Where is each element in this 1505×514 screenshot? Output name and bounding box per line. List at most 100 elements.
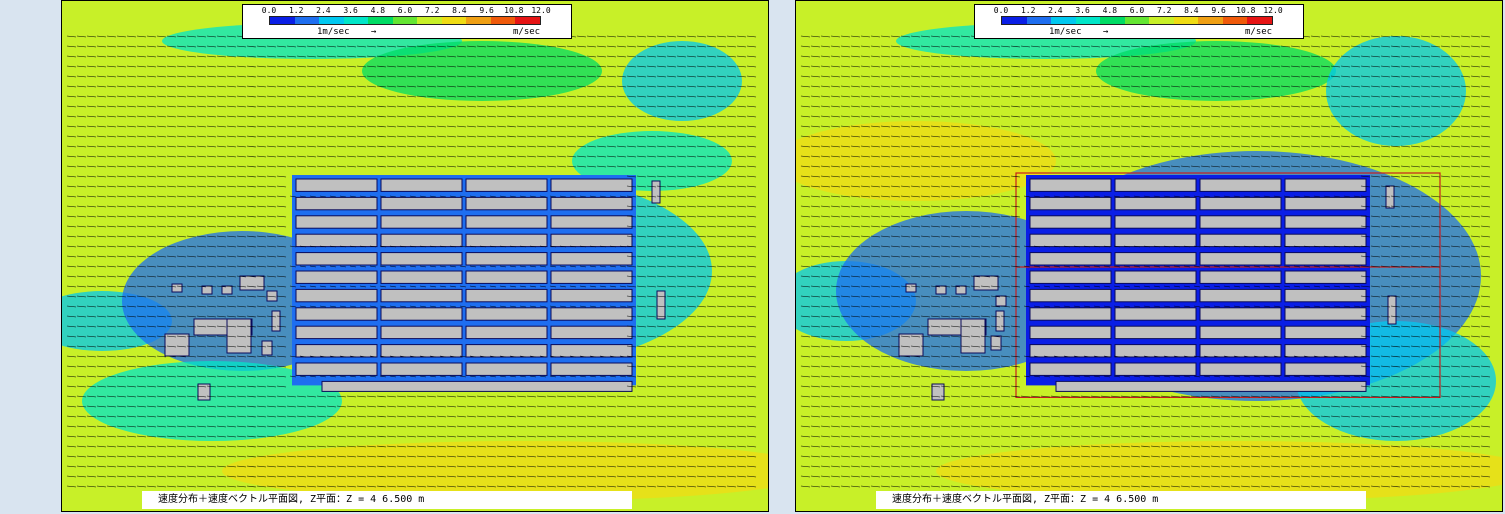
velocity-vector xyxy=(940,95,951,98)
velocity-vector xyxy=(990,195,1001,198)
velocity-vector xyxy=(276,375,287,378)
velocity-vector xyxy=(166,85,177,88)
velocity-vector xyxy=(156,145,167,148)
velocity-vector xyxy=(1400,275,1411,278)
velocity-vector xyxy=(820,225,831,228)
velocity-vector xyxy=(820,375,831,378)
velocity-vector xyxy=(636,265,647,268)
velocity-vector xyxy=(476,465,487,468)
velocity-vector xyxy=(1230,115,1241,118)
velocity-vector xyxy=(666,445,677,448)
velocity-vector xyxy=(256,405,267,408)
velocity-vector xyxy=(810,345,821,348)
velocity-vector xyxy=(686,425,697,428)
velocity-vector xyxy=(1020,155,1031,158)
building xyxy=(1029,362,1112,376)
velocity-vector xyxy=(96,145,107,148)
velocity-vector xyxy=(576,35,587,38)
velocity-vector xyxy=(726,55,737,58)
velocity-vector xyxy=(990,185,1001,188)
velocity-vector xyxy=(96,155,107,158)
velocity-vector xyxy=(940,205,951,208)
velocity-vector xyxy=(666,325,677,328)
velocity-vector xyxy=(736,455,747,458)
velocity-vector xyxy=(1350,105,1361,108)
velocity-vector xyxy=(1390,325,1401,328)
velocity-vector xyxy=(336,65,347,68)
velocity-vector xyxy=(586,145,597,148)
velocity-vector xyxy=(126,255,137,258)
velocity-vector xyxy=(930,315,941,318)
velocity-vector xyxy=(136,465,147,468)
velocity-vector xyxy=(1060,165,1071,168)
velocity-vector xyxy=(496,75,507,78)
velocity-vector xyxy=(196,195,207,198)
velocity-vector xyxy=(116,455,127,458)
velocity-vector xyxy=(860,135,871,138)
velocity-vector xyxy=(830,275,841,278)
velocity-vector xyxy=(726,375,737,378)
velocity-vector xyxy=(1470,395,1481,398)
velocity-vector xyxy=(686,305,697,308)
velocity-vector xyxy=(406,445,417,448)
velocity-vector xyxy=(576,435,587,438)
velocity-vector xyxy=(546,145,557,148)
velocity-vector xyxy=(930,235,941,238)
velocity-vector xyxy=(476,95,487,98)
velocity-vector xyxy=(419,355,427,358)
velocity-vector xyxy=(950,135,961,138)
velocity-vector xyxy=(1303,285,1311,288)
velocity-vector xyxy=(686,185,697,188)
velocity-vector xyxy=(1260,95,1271,98)
velocity-vector xyxy=(1000,295,1011,298)
velocity-vector xyxy=(726,265,737,268)
velocity-vector xyxy=(830,245,841,248)
velocity-vector xyxy=(106,145,117,148)
velocity-vector xyxy=(496,65,507,68)
building xyxy=(380,344,463,358)
velocity-vector xyxy=(696,55,707,58)
velocity-vector xyxy=(850,305,861,308)
velocity-vector xyxy=(870,385,881,388)
velocity-vector xyxy=(126,265,137,268)
velocity-vector xyxy=(980,325,991,328)
velocity-vector xyxy=(246,45,257,48)
velocity-vector xyxy=(519,285,527,288)
velocity-vector xyxy=(146,445,157,448)
velocity-vector xyxy=(406,435,417,438)
velocity-vector xyxy=(1293,375,1301,378)
velocity-vector xyxy=(646,205,657,208)
velocity-vector xyxy=(1283,305,1291,308)
velocity-vector xyxy=(86,235,97,238)
velocity-vector xyxy=(359,245,367,248)
velocity-vector xyxy=(626,265,637,268)
velocity-vector xyxy=(216,225,227,228)
velocity-vector xyxy=(1440,105,1451,108)
velocity-vector xyxy=(546,475,557,478)
velocity-vector xyxy=(676,375,687,378)
velocity-vector xyxy=(616,135,627,138)
velocity-vector xyxy=(466,55,477,58)
velocity-vector xyxy=(1333,245,1341,248)
velocity-vector xyxy=(656,335,667,338)
velocity-vector xyxy=(726,455,737,458)
velocity-vector xyxy=(1440,65,1451,68)
velocity-vector xyxy=(646,115,657,118)
velocity-vector xyxy=(156,95,167,98)
velocity-vector xyxy=(900,135,911,138)
velocity-vector xyxy=(970,245,981,248)
velocity-vector xyxy=(76,245,87,248)
velocity-vector xyxy=(386,145,397,148)
velocity-vector xyxy=(1250,395,1261,398)
velocity-vector xyxy=(549,245,557,248)
velocity-vector xyxy=(666,485,677,488)
building xyxy=(1114,215,1197,229)
velocity-vector xyxy=(246,375,257,378)
velocity-vector xyxy=(830,165,841,168)
velocity-vector xyxy=(96,335,107,338)
velocity-vector xyxy=(706,245,717,248)
velocity-vector xyxy=(96,255,107,258)
velocity-vector xyxy=(1440,95,1451,98)
velocity-vector xyxy=(156,85,167,88)
velocity-vector xyxy=(366,45,377,48)
